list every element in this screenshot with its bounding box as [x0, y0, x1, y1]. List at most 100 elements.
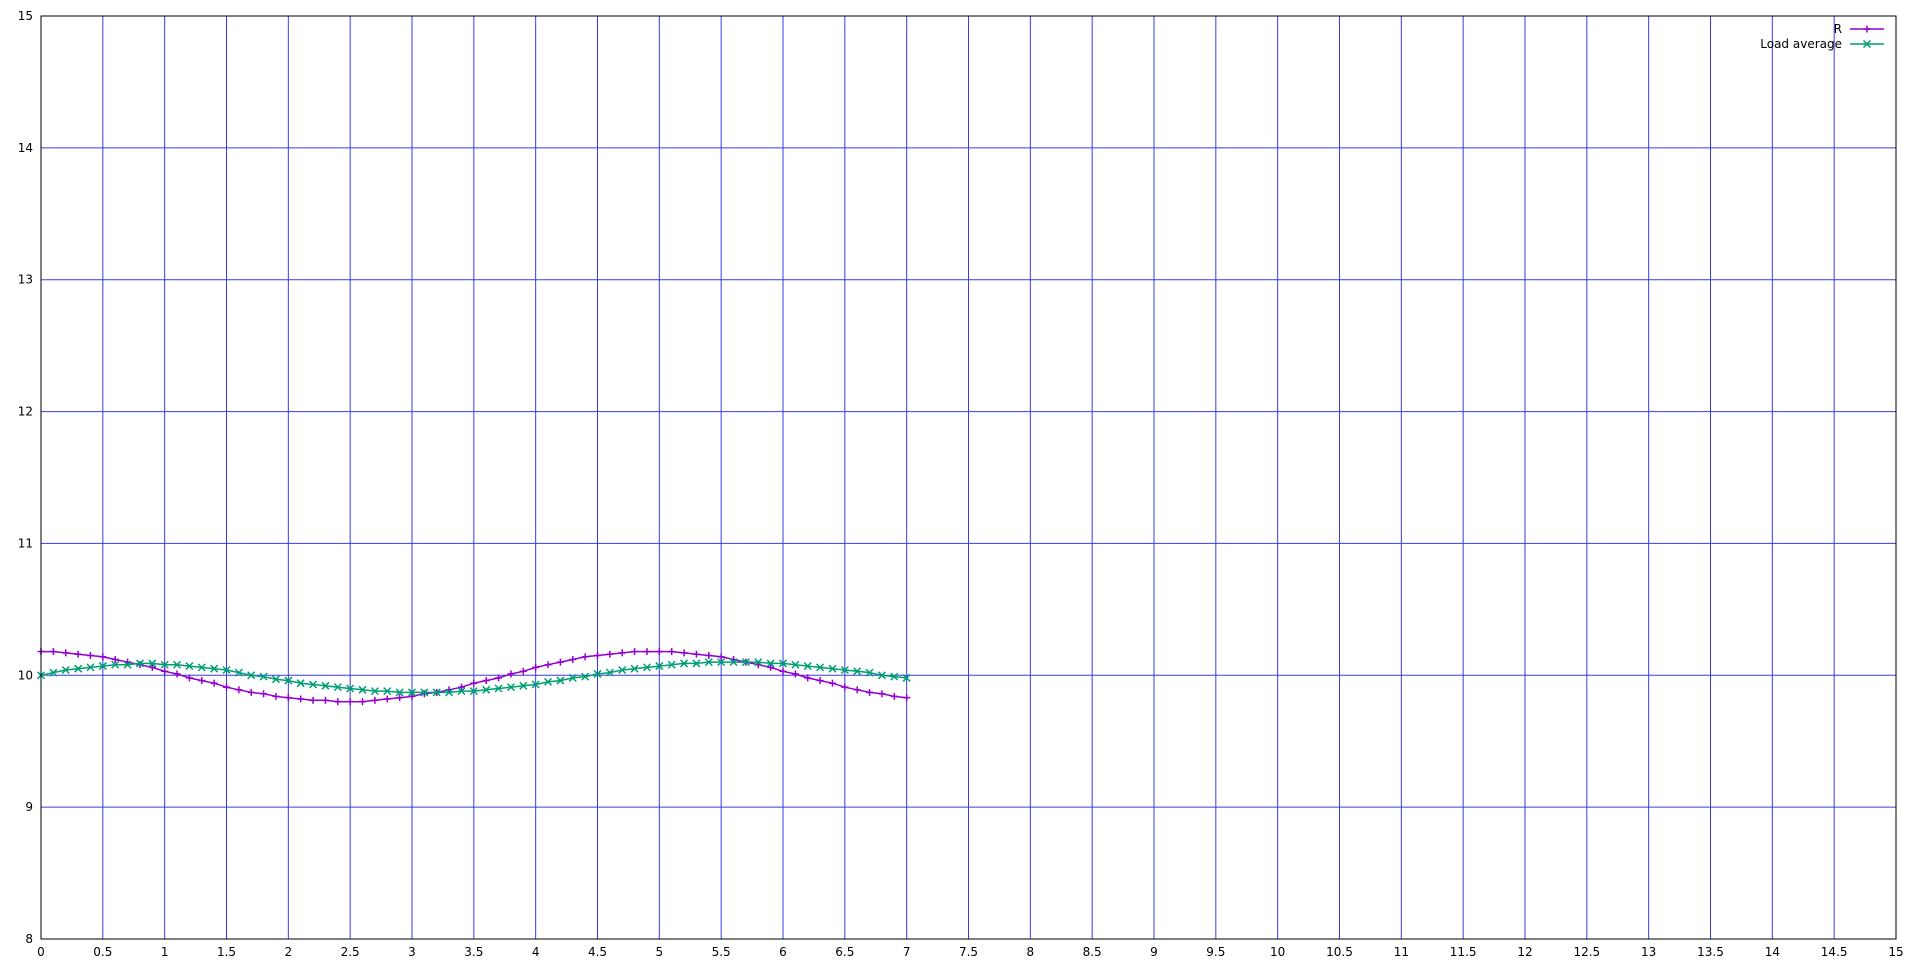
x-tick-label: 13: [1641, 945, 1656, 959]
x-tick-label: 14: [1765, 945, 1780, 959]
data-point: [61, 665, 70, 675]
data-point: [618, 649, 626, 657]
data-point: [680, 659, 689, 668]
data-point: [890, 672, 899, 681]
data-point: [506, 683, 515, 692]
data-point: [74, 664, 83, 673]
data-point: [136, 661, 144, 669]
data-point: [210, 664, 219, 673]
data-point: [148, 663, 156, 671]
y-tick-label: 9: [25, 800, 33, 814]
data-point: [271, 675, 280, 684]
x-tick-label: 12.5: [1573, 945, 1600, 959]
data-point: [642, 663, 651, 672]
data-point: [457, 687, 466, 696]
data-point: [260, 690, 268, 698]
legend-entry: Load average: [1760, 37, 1884, 51]
legend-entry: R: [1834, 22, 1884, 36]
x-tick-label: 4: [532, 945, 540, 959]
data-point: [482, 685, 491, 694]
data-point: [729, 658, 738, 667]
data-point: [49, 648, 57, 656]
data-point: [667, 660, 676, 669]
data-point: [791, 660, 800, 669]
data-point: [519, 681, 528, 690]
data-point: [321, 681, 330, 690]
data-point: [877, 671, 886, 680]
y-tick-label: 13: [18, 273, 33, 287]
x-tick-label: 2.5: [341, 945, 360, 959]
data-point: [866, 688, 874, 696]
data-point: [297, 695, 305, 703]
data-point: [333, 683, 342, 692]
data-point: [532, 663, 540, 671]
data-point: [569, 655, 577, 663]
data-point: [568, 673, 577, 682]
data-point: [420, 688, 429, 697]
x-tick-label: 7: [903, 945, 911, 959]
data-point: [779, 667, 787, 675]
data-point: [111, 660, 120, 669]
data-point: [865, 668, 874, 677]
data-point: [457, 683, 465, 691]
data-point: [605, 668, 614, 677]
data-point: [135, 659, 144, 668]
data-point: [680, 649, 688, 657]
data-point: [198, 677, 206, 685]
data-point: [470, 679, 478, 687]
data-point: [98, 662, 107, 671]
y-tick-label: 14: [18, 141, 33, 155]
data-point: [359, 698, 367, 706]
data-point: [396, 694, 404, 702]
data-point: [878, 690, 886, 698]
legend-label: Load average: [1760, 37, 1842, 51]
y-tick-label: 10: [18, 668, 33, 682]
data-point: [804, 674, 812, 682]
data-point: [767, 663, 775, 671]
data-point: [358, 685, 367, 694]
data-point: [86, 663, 95, 672]
data-point: [296, 679, 305, 688]
data-point: [383, 695, 391, 703]
data-point: [49, 668, 58, 677]
data-point: [371, 696, 379, 704]
data-point: [853, 686, 861, 694]
data-point: [247, 688, 255, 696]
data-point: [655, 662, 664, 671]
data-point: [692, 650, 700, 658]
data-point: [828, 664, 837, 673]
data-point: [173, 660, 182, 669]
data-point: [408, 692, 416, 700]
data-point: [556, 658, 564, 666]
data-point: [655, 648, 663, 656]
series-1: [36, 658, 911, 697]
data-point: [111, 655, 119, 663]
x-tick-label: 8: [1027, 945, 1035, 959]
data-point: [494, 684, 503, 693]
data-point: [1863, 25, 1871, 33]
data-point: [222, 665, 231, 675]
data-point: [556, 676, 565, 685]
data-point: [544, 661, 552, 669]
x-tick-label: 7.5: [959, 945, 978, 959]
data-point: [173, 670, 181, 678]
tick-labels: 0 0.5 1 1.5 2 2.5 3 3.5 4 4.5 5 5.5 6 6.5 7 7.5 8 8.5 9 9.5…: [18, 9, 1904, 959]
data-point: [309, 696, 317, 704]
data-point: [791, 670, 799, 678]
data-point: [704, 658, 713, 667]
x-tick-label: 10: [1270, 945, 1285, 959]
data-point: [594, 652, 601, 660]
data-point: [544, 677, 553, 686]
data-point: [99, 653, 107, 661]
x-tick-label: 0.5: [93, 945, 112, 959]
data-point: [383, 687, 392, 696]
data-point: [148, 659, 157, 668]
data-point: [161, 667, 169, 675]
data-point: [247, 671, 256, 680]
plot-frame: [40, 15, 1897, 940]
x-tick-label: 6.5: [835, 945, 854, 959]
data-point: [395, 688, 404, 697]
data-point: [890, 692, 898, 700]
